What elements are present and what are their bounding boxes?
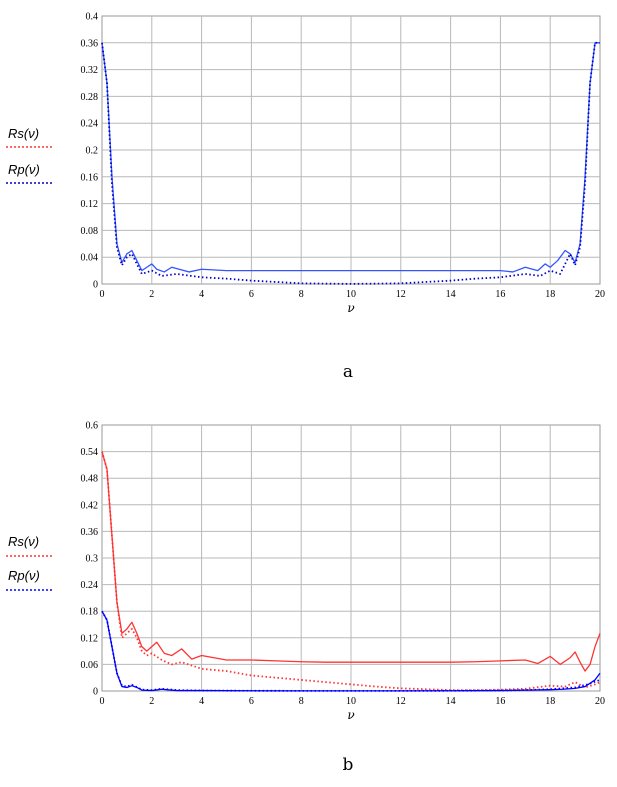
chart-a-ytick-label: 0.24 xyxy=(81,119,99,130)
chart-b-xtick-label: 10 xyxy=(346,696,356,707)
chart-b-xticks: 0 2 4 6 8 10 12 14 16 18 20 xyxy=(100,696,606,707)
chart-b-ytick-label: 0.6 xyxy=(86,421,99,432)
chart-a-ytick-label: 0.28 xyxy=(81,92,99,103)
chart-a-ytick-label: 0.08 xyxy=(81,226,99,237)
chart-b-series xyxy=(101,451,601,692)
chart-b-ytick-label: 0.06 xyxy=(81,660,99,671)
chart-a-grid xyxy=(102,16,600,284)
chart-b-ytick-label: 0.18 xyxy=(81,607,99,618)
chart-a-xtick-label: 4 xyxy=(199,289,204,300)
chart-b-xtick-label: 16 xyxy=(495,696,505,707)
chart-b-xtick-label: 18 xyxy=(545,696,555,707)
chart-a-xtick-label: 10 xyxy=(346,289,356,300)
chart-a-legend-rs-label: Rs(ν) xyxy=(8,126,39,141)
chart-a-series-0-line xyxy=(101,42,600,273)
chart-a-xlabel: ν xyxy=(347,301,354,315)
chart-a-xtick-label: 16 xyxy=(495,289,505,300)
chart-a: 0 2 4 6 8 10 12 14 16 18 20 0 0.04 0.08 0.12 0.16 0.2 0.… xyxy=(6,12,606,382)
chart-a-xtick-label: 14 xyxy=(446,289,456,300)
chart-b-xtick-label: 8 xyxy=(299,696,304,707)
chart-a-series xyxy=(101,41,600,285)
chart-b-yticks: 0 0.06 0.12 0.18 0.24 0.3 0.36 0.42 0.48 0.54 0.6 xyxy=(81,421,99,698)
chart-a-xtick-label: 20 xyxy=(595,289,605,300)
chart-a-legend: Rs(ν) Rp(ν) xyxy=(6,126,52,184)
chart-b-xtick-label: 6 xyxy=(249,696,254,707)
chart-b-xtick-label: 20 xyxy=(595,696,605,707)
chart-b-ytick-label: 0.3 xyxy=(86,554,99,565)
chart-b-xtick-label: 2 xyxy=(149,696,154,707)
chart-a-ytick-label: 0.4 xyxy=(86,12,99,23)
chart-b-legend-rs-label: Rs(ν) xyxy=(8,534,39,549)
chart-b-xlabel: ν xyxy=(347,708,354,722)
chart-b-series-0-line xyxy=(101,451,601,672)
chart-a-yticks: 0 0.04 0.08 0.12 0.16 0.2 0.24 0.28 0.32 0.36 0.4 xyxy=(81,12,99,291)
chart-a-xtick-label: 6 xyxy=(249,289,254,300)
chart-b-legend: Rs(ν) Rp(ν) xyxy=(6,534,52,591)
chart-a-ytick-label: 0.32 xyxy=(81,65,99,76)
chart-a-xtick-label: 2 xyxy=(149,289,154,300)
chart-b-series-1-line xyxy=(101,451,601,692)
chart-a-ytick-label: 0.36 xyxy=(81,38,99,49)
chart-a-xtick-label: 8 xyxy=(299,289,304,300)
chart-a-xtick-label: 18 xyxy=(545,289,555,300)
chart-a-panel-label: a xyxy=(343,362,353,382)
chart-b-ytick-label: 0.36 xyxy=(81,527,99,538)
chart-b-ytick-label: 0 xyxy=(93,687,98,698)
chart-b-xtick-label: 4 xyxy=(199,696,204,707)
chart-b-xtick-label: 0 xyxy=(100,696,105,707)
chart-a-ytick-label: 0.2 xyxy=(86,146,99,157)
chart-b-legend-rp-label: Rp(ν) xyxy=(8,568,40,583)
chart-b-series-2-line xyxy=(101,610,601,692)
chart-b-xtick-label: 14 xyxy=(446,696,456,707)
chart-a-ytick-label: 0 xyxy=(93,280,98,291)
chart-b-ytick-label: 0.42 xyxy=(81,500,99,511)
chart-a-ytick-label: 0.04 xyxy=(81,253,99,264)
chart-b: 0 2 4 6 8 10 12 14 16 18 20 0 0.06 0.12 0.18 0.24 0.3 0.… xyxy=(6,421,606,775)
chart-b-panel-label: b xyxy=(343,755,354,775)
chart-b-ytick-label: 0.54 xyxy=(81,447,99,458)
chart-a-legend-rp-label: Rp(ν) xyxy=(8,162,40,177)
chart-a-series-1-line xyxy=(101,41,600,285)
chart-b-ytick-label: 0.24 xyxy=(81,580,99,591)
chart-b-xtick-label: 12 xyxy=(396,696,406,707)
chart-a-xticks: 0 2 4 6 8 10 12 14 16 18 20 xyxy=(100,289,606,300)
chart-a-ytick-label: 0.12 xyxy=(81,199,99,210)
chart-a-ytick-label: 0.16 xyxy=(81,172,99,183)
chart-b-ytick-label: 0.12 xyxy=(81,633,99,644)
chart-a-xtick-label: 12 xyxy=(396,289,406,300)
chart-a-xtick-label: 0 xyxy=(100,289,105,300)
chart-b-ytick-label: 0.48 xyxy=(81,474,99,485)
